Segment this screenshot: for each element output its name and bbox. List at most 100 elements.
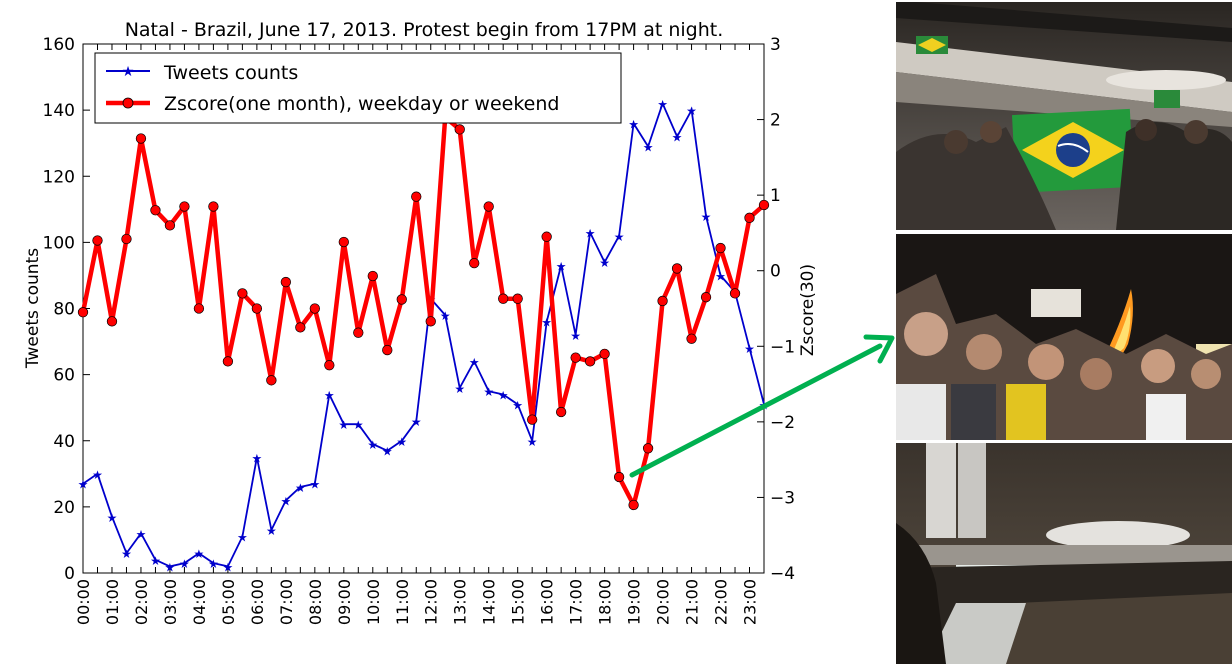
point-tweets: ★ bbox=[469, 355, 480, 369]
legend-marker-circle bbox=[122, 97, 134, 109]
point-zscore bbox=[222, 356, 234, 367]
point-zscore bbox=[715, 242, 726, 254]
point-tweets: ★ bbox=[556, 260, 567, 274]
point-zscore bbox=[744, 212, 755, 223]
legend-entry-zscore: Zscore(one month), weekday or weekend bbox=[106, 93, 559, 115]
point-tweets: ★ bbox=[541, 316, 552, 330]
y-tick-label: 120 bbox=[43, 167, 75, 187]
point-tweets: ★ bbox=[266, 524, 277, 538]
point-tweets: ★ bbox=[701, 210, 712, 224]
point-zscore bbox=[208, 201, 219, 212]
x-tick-label: 15:00 bbox=[509, 579, 528, 625]
x-tick-label: 23:00 bbox=[741, 579, 760, 625]
point-zscore bbox=[657, 295, 668, 307]
y-tick-label: 160 bbox=[43, 35, 75, 55]
y-tick-label: 0 bbox=[64, 564, 75, 584]
x-tick-label: 02:00 bbox=[132, 579, 151, 625]
x-tick-label: 03:00 bbox=[161, 579, 180, 625]
point-zscore bbox=[353, 327, 364, 338]
point-zscore bbox=[396, 294, 407, 305]
point-tweets: ★ bbox=[498, 388, 509, 402]
y-tick-label: 140 bbox=[43, 101, 75, 121]
point-tweets: ★ bbox=[396, 435, 407, 449]
x-tick-label: 19:00 bbox=[625, 579, 644, 625]
point-tweets: ★ bbox=[570, 329, 581, 343]
x-tick-label: 18:00 bbox=[596, 579, 615, 625]
point-tweets: ★ bbox=[759, 398, 770, 412]
point-tweets: ★ bbox=[251, 451, 262, 465]
point-zscore bbox=[671, 263, 683, 274]
x-tick-label: 12:00 bbox=[422, 579, 441, 625]
point-tweets: ★ bbox=[614, 230, 625, 244]
y-axis-label: Tweets counts bbox=[23, 248, 43, 369]
point-zscore bbox=[729, 288, 741, 299]
point-tweets: ★ bbox=[440, 309, 451, 323]
protest-photo-fire bbox=[896, 234, 1232, 440]
x-tick-label: 11:00 bbox=[393, 579, 412, 625]
y2-tick-label: 0 bbox=[770, 262, 781, 282]
x-tick-label: 00:00 bbox=[74, 579, 93, 625]
point-tweets: ★ bbox=[686, 104, 697, 118]
point-zscore bbox=[599, 348, 610, 359]
point-zscore bbox=[686, 333, 697, 344]
point-tweets: ★ bbox=[367, 438, 378, 452]
point-tweets: ★ bbox=[353, 418, 364, 432]
y-tick-label: 100 bbox=[43, 233, 75, 253]
legend-entry-tweets: ★ Tweets counts bbox=[106, 62, 298, 84]
y2-tick-label: −2 bbox=[770, 413, 795, 433]
y2-tick-label: 3 bbox=[770, 35, 781, 55]
x-tick-label: 08:00 bbox=[306, 579, 325, 625]
point-tweets: ★ bbox=[280, 494, 291, 508]
point-zscore bbox=[628, 499, 639, 511]
point-zscore bbox=[251, 303, 263, 314]
legend-label-zscore: Zscore(one month), weekday or weekend bbox=[164, 93, 559, 115]
point-zscore bbox=[193, 303, 205, 314]
x-tick-label: 10:00 bbox=[364, 579, 383, 625]
y2-tick-label: −4 bbox=[770, 564, 795, 584]
y2-axis-label: Zscore(30) bbox=[798, 264, 818, 356]
legend-marker-star: ★ bbox=[122, 64, 135, 80]
point-zscore bbox=[758, 199, 770, 211]
x-tick-label: 04:00 bbox=[190, 579, 209, 625]
point-tweets: ★ bbox=[121, 547, 132, 561]
x-tick-label: 20:00 bbox=[654, 579, 673, 625]
x-tick-label: 07:00 bbox=[277, 579, 296, 625]
point-zscore bbox=[700, 292, 712, 303]
point-zscore bbox=[280, 276, 292, 288]
point-zscore bbox=[498, 293, 509, 304]
point-tweets: ★ bbox=[78, 478, 89, 492]
point-zscore bbox=[179, 201, 190, 212]
point-tweets: ★ bbox=[136, 527, 147, 541]
point-tweets: ★ bbox=[411, 415, 422, 429]
y-tick-label: 20 bbox=[53, 498, 75, 518]
point-zscore bbox=[367, 270, 378, 282]
point-tweets: ★ bbox=[179, 557, 190, 571]
point-tweets: ★ bbox=[628, 117, 639, 131]
point-zscore bbox=[584, 356, 596, 367]
point-zscore bbox=[555, 406, 567, 418]
photo-column bbox=[896, 2, 1232, 664]
x-tick-label: 01:00 bbox=[103, 579, 122, 625]
point-tweets: ★ bbox=[744, 342, 755, 356]
x-tick-label: 21:00 bbox=[683, 579, 702, 625]
x-tick-label: 22:00 bbox=[712, 579, 731, 625]
point-tweets: ★ bbox=[527, 435, 538, 449]
point-tweets: ★ bbox=[599, 256, 610, 270]
point-zscore bbox=[613, 471, 625, 483]
point-tweets: ★ bbox=[194, 547, 205, 561]
point-tweets: ★ bbox=[237, 531, 248, 545]
x-tick-label: 09:00 bbox=[335, 579, 354, 625]
point-zscore bbox=[469, 258, 480, 269]
point-zscore bbox=[106, 316, 118, 327]
y2-tick-label: −1 bbox=[770, 337, 795, 357]
y2-tick-label: 1 bbox=[770, 186, 781, 206]
point-tweets: ★ bbox=[295, 481, 306, 495]
point-tweets: ★ bbox=[454, 382, 465, 396]
y-tick-label: 60 bbox=[53, 366, 75, 386]
x-tick-label: 06:00 bbox=[248, 579, 267, 625]
y-tick-label: 40 bbox=[53, 432, 75, 452]
y2-tick-label: 2 bbox=[770, 111, 781, 131]
point-zscore bbox=[642, 443, 654, 454]
point-zscore bbox=[135, 133, 147, 144]
point-zscore bbox=[324, 360, 335, 371]
